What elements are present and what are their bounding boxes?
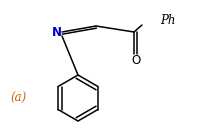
Text: O: O	[131, 55, 140, 67]
Text: Ph: Ph	[160, 14, 175, 26]
Text: N: N	[52, 26, 62, 39]
Text: (a): (a)	[10, 91, 26, 104]
